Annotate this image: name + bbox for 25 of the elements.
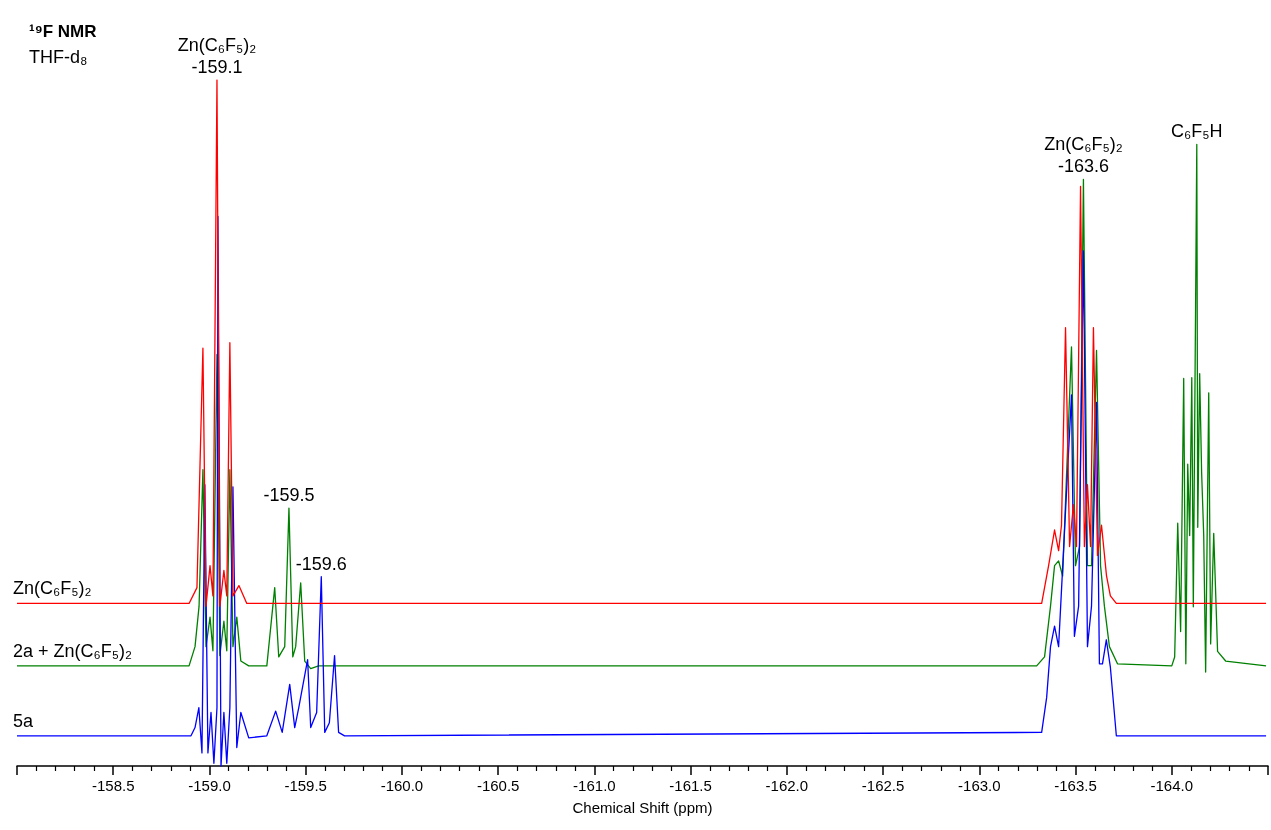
chart-subtitle: THF-d₈	[29, 47, 88, 67]
annotation: Zn(C₆F₅)₂	[177, 35, 257, 55]
x-tick-label: -160.5	[476, 777, 520, 794]
x-tick-label: -163.0	[958, 777, 1001, 794]
x-tick-label: -163.5	[1054, 777, 1097, 794]
series-label: 2a + Zn(C₆F₅)₂	[13, 640, 133, 661]
annotation: Zn(C₆F₅)₂	[1044, 134, 1123, 155]
annotation: -163.6	[1057, 156, 1109, 177]
x-tick-label: -164.0	[1150, 777, 1194, 794]
x-tick-label: -160.0	[380, 777, 424, 794]
annotation: -159.6	[295, 553, 347, 574]
x-tick-label: -162.5	[861, 777, 905, 794]
x-tick-label: -159.0	[188, 777, 231, 794]
x-tick-label: -161.5	[669, 777, 712, 794]
annotation: C₆F₅H	[1171, 121, 1223, 142]
x-axis-title: Chemical Shift (ppm)	[572, 799, 713, 816]
chart-title: ¹⁹F NMR	[29, 22, 97, 41]
annotation: -159.1	[191, 57, 243, 77]
series-label: Zn(C₆F₅)₂	[13, 578, 92, 599]
x-tick-label: -159.5	[284, 777, 327, 794]
x-tick-label: -161.0	[573, 777, 616, 794]
series-label: 5a	[13, 710, 35, 731]
x-tick-label: -162.0	[765, 777, 809, 794]
annotation: -159.5	[263, 485, 315, 506]
x-tick-label: -158.5	[91, 777, 135, 794]
